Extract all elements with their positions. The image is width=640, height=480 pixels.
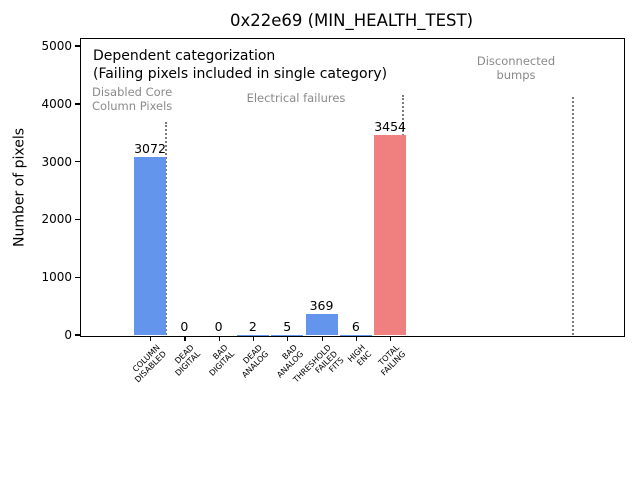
x-tick-mark — [150, 336, 152, 341]
x-tick-label: BAD DIGITAL — [207, 343, 237, 378]
bar — [305, 313, 338, 335]
x-tick-label: HIGH ENC — [346, 343, 374, 368]
y-axis-label: Number of pixels — [11, 127, 28, 248]
dependent-categorization-note: Dependent categorization — [93, 48, 276, 64]
bar-value-label: 2 — [248, 318, 257, 334]
y-tick-mark — [75, 45, 80, 47]
y-tick-mark — [75, 334, 80, 336]
y-tick-label: 2000 — [41, 212, 72, 227]
single-category-note: (Failing pixels included in single categ… — [93, 66, 388, 82]
x-tick-mark — [218, 336, 220, 341]
y-tick-label: 3000 — [41, 154, 72, 169]
section-label-disconnected-bumps: Disconnected bumps — [476, 54, 556, 82]
y-tick-label: 1000 — [41, 270, 72, 285]
bar-value-label: 3072 — [134, 141, 166, 157]
bar-value-label: 0 — [180, 319, 189, 334]
bar-value-label: 5 — [283, 318, 292, 334]
x-tick-mark — [355, 336, 358, 341]
plot-area — [80, 38, 625, 337]
y-tick-mark — [75, 276, 80, 278]
y-tick-label: 0 — [64, 328, 72, 342]
chart-title: 0x22e69 (MIN_HEALTH_TEST) — [229, 11, 474, 30]
y-tick-mark — [75, 103, 80, 105]
bar-value-label: 0 — [214, 319, 223, 334]
y-tick-label: 5000 — [41, 39, 72, 54]
section-divider-line — [165, 122, 167, 335]
bar — [374, 135, 407, 335]
bar — [134, 157, 166, 335]
x-tick-mark — [390, 336, 392, 341]
section-divider-line — [572, 97, 574, 335]
x-tick-mark — [287, 336, 289, 341]
x-tick-label: DEAD ANALOG — [240, 343, 271, 380]
x-tick-mark — [321, 336, 323, 341]
bar-value-label: 6 — [351, 318, 360, 334]
section-label-electrical-failures: Electrical failures — [246, 91, 346, 105]
bar-value-label: 369 — [309, 297, 334, 313]
x-tick-label: TOTAL FAILING — [377, 343, 408, 378]
x-tick-label: COLUMN DISABLED — [130, 343, 168, 385]
y-tick-label: 4000 — [41, 96, 72, 111]
bar-value-label: 3454 — [374, 119, 406, 135]
y-tick-mark — [75, 161, 80, 163]
x-tick-mark — [252, 336, 255, 341]
section-label-disabled-core: Disabled Core Column Pixels — [92, 85, 173, 113]
y-tick-mark — [75, 218, 80, 221]
x-tick-mark — [184, 336, 186, 341]
x-tick-label: DEAD DIGITAL — [173, 343, 203, 378]
